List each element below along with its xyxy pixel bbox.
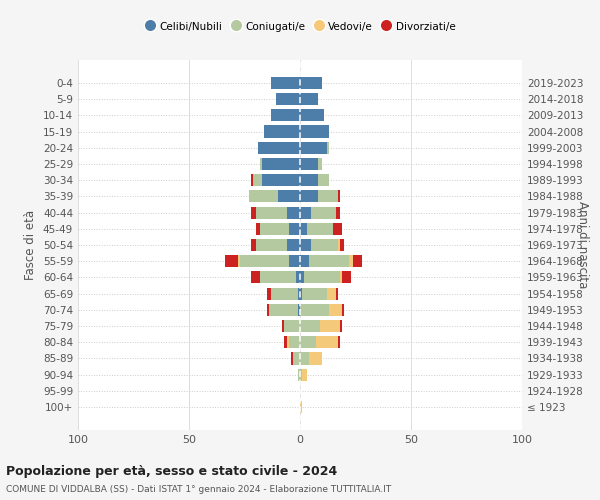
Bar [338,190,340,202]
Bar [335,288,338,300]
Bar [249,190,278,202]
Bar [284,320,300,332]
Y-axis label: Fasce di età: Fasce di età [25,210,37,280]
Bar [300,401,302,413]
Bar [353,255,362,268]
Bar [340,272,342,283]
Bar [300,352,309,364]
Bar [300,206,311,218]
Bar [278,190,300,202]
Bar [318,190,338,202]
Bar [338,336,340,348]
Bar [338,239,340,251]
Bar [287,239,300,251]
Bar [289,222,300,235]
Text: Popolazione per età, sesso e stato civile - 2024: Popolazione per età, sesso e stato civil… [6,465,337,478]
Bar [342,272,351,283]
Bar [251,174,253,186]
Bar [309,352,322,364]
Bar [300,142,326,154]
Bar [300,93,318,105]
Bar [224,255,238,268]
Bar [326,288,335,300]
Bar [262,174,300,186]
Text: COMUNE DI VIDDALBA (SS) - Dati ISTAT 1° gennaio 2024 - Elaborazione TUTTITALIA.I: COMUNE DI VIDDALBA (SS) - Dati ISTAT 1° … [6,485,391,494]
Bar [302,368,307,381]
Bar [300,304,329,316]
Bar [300,320,320,332]
Bar [289,255,300,268]
Bar [271,288,298,300]
Bar [316,336,338,348]
Bar [335,206,340,218]
Bar [251,239,256,251]
Bar [302,288,326,300]
Bar [300,77,322,89]
Bar [311,239,338,251]
Bar [298,304,300,316]
Bar [298,368,300,381]
Bar [289,336,300,348]
Bar [340,320,342,332]
Bar [318,174,329,186]
Bar [275,93,300,105]
Bar [256,239,287,251]
Bar [300,109,325,122]
Bar [282,320,284,332]
Bar [304,272,340,283]
Bar [300,255,309,268]
Bar [256,222,260,235]
Bar [334,222,342,235]
Bar [320,320,340,332]
Bar [291,352,293,364]
Bar [256,206,287,218]
Bar [287,206,300,218]
Bar [300,158,318,170]
Bar [269,304,298,316]
Bar [342,304,344,316]
Bar [300,190,318,202]
Bar [287,336,289,348]
Bar [260,222,289,235]
Bar [300,174,318,186]
Bar [265,126,300,138]
Bar [326,142,329,154]
Bar [307,222,334,235]
Bar [284,336,287,348]
Bar [271,109,300,122]
Bar [262,158,300,170]
Bar [240,255,289,268]
Bar [300,126,329,138]
Bar [300,368,302,381]
Bar [300,288,302,300]
Y-axis label: Anni di nascita: Anni di nascita [576,202,589,288]
Bar [349,255,353,268]
Bar [266,288,271,300]
Bar [253,174,262,186]
Bar [258,142,300,154]
Bar [300,239,311,251]
Bar [300,222,307,235]
Bar [293,352,300,364]
Bar [260,272,296,283]
Bar [271,77,300,89]
Bar [300,272,304,283]
Bar [296,272,300,283]
Bar [238,255,240,268]
Legend: Celibi/Nubili, Coniugati/e, Vedovi/e, Divorziati/e: Celibi/Nubili, Coniugati/e, Vedovi/e, Di… [140,17,460,36]
Bar [298,288,300,300]
Bar [266,304,269,316]
Bar [318,158,322,170]
Bar [251,206,256,218]
Bar [309,255,349,268]
Bar [311,206,335,218]
Bar [251,272,260,283]
Bar [260,158,262,170]
Bar [300,336,316,348]
Bar [340,239,344,251]
Bar [329,304,342,316]
